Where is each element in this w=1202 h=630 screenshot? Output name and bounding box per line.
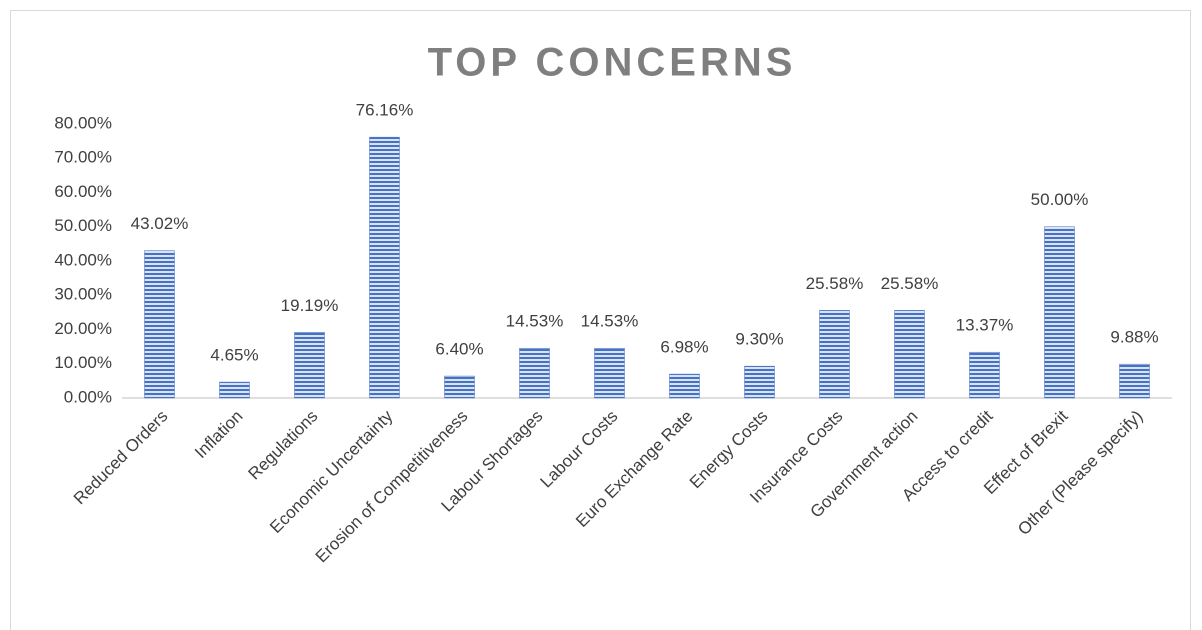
x-tick-label: Economic Uncertainty bbox=[266, 406, 397, 537]
value-label: 76.16% bbox=[356, 101, 414, 120]
chart-title: TOP CONCERNS bbox=[428, 41, 797, 85]
bar bbox=[369, 136, 400, 399]
x-tick-label: Energy Costs bbox=[686, 407, 772, 493]
value-label: 9.30% bbox=[735, 330, 783, 349]
y-tick-label: 40.00% bbox=[54, 250, 112, 269]
value-label: 14.53% bbox=[581, 312, 639, 331]
bar bbox=[294, 332, 325, 399]
value-label: 6.98% bbox=[660, 338, 708, 357]
value-label: 9.88% bbox=[1110, 328, 1158, 347]
value-label: 14.53% bbox=[506, 312, 564, 331]
y-tick-label: 20.00% bbox=[54, 319, 112, 338]
y-tick-label: 60.00% bbox=[54, 182, 112, 201]
value-label: 6.40% bbox=[435, 340, 483, 359]
value-label: 50.00% bbox=[1031, 190, 1089, 209]
y-tick-label: 70.00% bbox=[54, 148, 112, 167]
x-tick-label: Erosion of Competitiveness bbox=[312, 407, 472, 567]
value-label: 19.19% bbox=[281, 296, 339, 315]
y-tick-label: 10.00% bbox=[54, 353, 112, 372]
value-label: 43.02% bbox=[131, 214, 189, 233]
bar bbox=[594, 347, 625, 399]
bar bbox=[819, 310, 850, 399]
bar bbox=[744, 365, 775, 399]
x-tick-label: Other (Please specify) bbox=[1014, 407, 1146, 539]
bar bbox=[219, 381, 250, 399]
bar bbox=[969, 351, 1000, 399]
x-tick-label: Regulations bbox=[245, 407, 322, 484]
y-tick-label: 50.00% bbox=[54, 216, 112, 235]
value-label: 25.58% bbox=[806, 274, 864, 293]
value-label: 25.58% bbox=[881, 274, 939, 293]
y-tick-label: 30.00% bbox=[54, 285, 112, 304]
bar bbox=[144, 250, 175, 399]
bar bbox=[669, 373, 700, 399]
value-label: 13.37% bbox=[956, 316, 1014, 335]
y-tick-label: 80.00% bbox=[54, 113, 112, 132]
bar bbox=[444, 375, 475, 399]
x-tick-label: Labour Costs bbox=[537, 407, 622, 492]
value-label: 4.65% bbox=[210, 346, 258, 365]
y-tick-label: 0.00% bbox=[64, 387, 112, 406]
bar bbox=[1119, 363, 1150, 399]
bar bbox=[894, 310, 925, 399]
chart-border bbox=[10, 10, 1191, 630]
bar bbox=[1044, 226, 1075, 399]
x-tick-label: Reduced Orders bbox=[70, 407, 172, 509]
x-tick-label: Inflation bbox=[191, 407, 247, 463]
bar bbox=[519, 347, 550, 399]
